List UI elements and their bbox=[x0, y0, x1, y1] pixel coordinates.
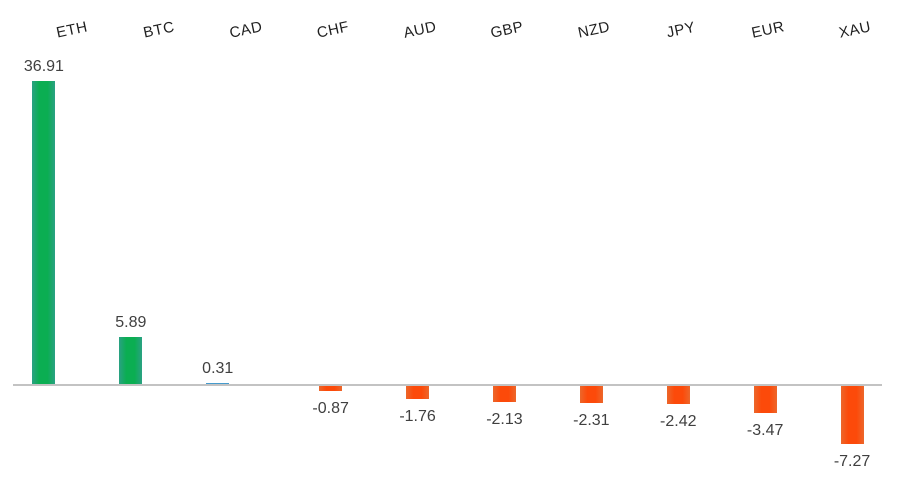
value-label-btc: 5.89 bbox=[115, 314, 147, 332]
category-label-aud: AUD bbox=[402, 18, 439, 42]
value-label-gbp: -2.13 bbox=[486, 410, 523, 428]
category-label-chf: CHF bbox=[315, 18, 351, 42]
bar-eur bbox=[753, 384, 777, 413]
category-label-btc: BTC bbox=[142, 18, 177, 42]
value-label-chf: -0.87 bbox=[312, 400, 349, 418]
value-label-nzd: -2.31 bbox=[573, 412, 610, 430]
bar-chf bbox=[319, 384, 343, 392]
bar-xau bbox=[840, 384, 864, 445]
bar-eth bbox=[32, 80, 56, 386]
category-label-gbp: GBP bbox=[488, 18, 525, 42]
category-label-cad: CAD bbox=[228, 18, 265, 42]
category-label-eth: ETH bbox=[55, 18, 90, 42]
value-label-eth: 36.91 bbox=[23, 57, 64, 75]
bar-jpy bbox=[666, 384, 690, 404]
value-label-aud: -1.76 bbox=[399, 407, 436, 425]
category-label-nzd: NZD bbox=[576, 18, 612, 42]
category-label-xau: XAU bbox=[836, 18, 873, 42]
value-label-eur: -3.47 bbox=[746, 421, 784, 439]
category-label-jpy: JPY bbox=[664, 18, 697, 42]
bar-btc bbox=[119, 337, 143, 386]
bar-nzd bbox=[579, 384, 603, 404]
bar-gbp bbox=[492, 384, 516, 402]
value-label-jpy: -2.42 bbox=[660, 413, 697, 430]
value-label-cad: 0.31 bbox=[202, 360, 234, 378]
category-label-eur: EUR bbox=[749, 18, 786, 42]
bar-aud bbox=[406, 384, 430, 399]
x-axis-line bbox=[13, 384, 882, 386]
value-label-xau: -7.27 bbox=[833, 453, 871, 471]
